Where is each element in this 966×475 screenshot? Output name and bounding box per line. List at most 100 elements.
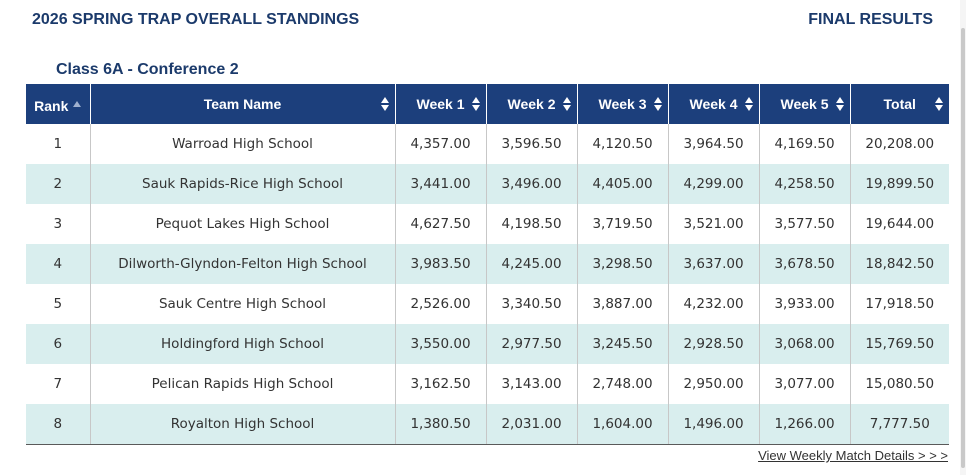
table-row: 2 Sauk Rapids-Rice High School 3,441.00 3,4…	[26, 164, 949, 204]
week-3-cell: 4,405.00	[576, 164, 668, 204]
team-name-cell: Pequot Lakes High School	[89, 204, 395, 244]
column-header-week-4[interactable]: Week 4	[667, 84, 759, 124]
column-header-label: Week 5	[780, 96, 829, 112]
week-1-cell: 2,526.00	[394, 284, 486, 324]
week-1-cell: 3,441.00	[394, 164, 486, 204]
week-4-cell: 4,232.00	[667, 284, 759, 324]
week-2-cell: 3,143.00	[485, 364, 577, 404]
week-1-cell: 4,627.50	[394, 204, 486, 244]
conference-subtitle: Class 6A - Conference 2	[56, 61, 239, 78]
team-name-cell: Pelican Rapids High School	[89, 364, 395, 404]
week-4-cell: 2,928.50	[667, 324, 759, 364]
week-3-cell: 4,120.50	[576, 124, 668, 164]
rank-cell: 3	[26, 204, 90, 244]
team-name-cell: Royalton High School	[89, 404, 395, 445]
rank-cell: 7	[26, 364, 90, 404]
week-3-cell: 1,604.00	[576, 404, 668, 445]
view-weekly-details-link[interactable]: View Weekly Match Details > > >	[758, 448, 948, 463]
column-header-label: Rank	[34, 98, 69, 114]
week-3-cell: 3,298.50	[576, 244, 668, 284]
header-row: Rank Team Name Week 1 Week 2 Week 3 Week 4 Wee…	[26, 84, 949, 124]
week-5-cell: 1,266.00	[758, 404, 850, 445]
page-title: 2026 SPRING TRAP OVERALL STANDINGS	[32, 11, 360, 28]
column-header-label: Week 3	[598, 96, 647, 112]
column-header-label: Week 1	[416, 96, 465, 112]
total-cell: 17,918.50	[849, 284, 949, 324]
column-header-week-1[interactable]: Week 1	[394, 84, 486, 124]
week-2-cell: 3,496.00	[485, 164, 577, 204]
week-4-cell: 1,496.00	[667, 404, 759, 445]
week-1-cell: 3,162.50	[394, 364, 486, 404]
sort-arrows-icon[interactable]	[935, 97, 943, 111]
total-cell: 15,080.50	[849, 364, 949, 404]
table-row: 8 Royalton High School 1,380.50 2,031.00 1,6…	[26, 404, 949, 445]
column-header-week-5[interactable]: Week 5	[758, 84, 850, 124]
total-cell: 19,644.00	[849, 204, 949, 244]
sort-arrows-icon[interactable]	[562, 97, 571, 111]
column-header-label: Week 4	[689, 96, 738, 112]
sort-ascending-icon[interactable]	[73, 94, 82, 107]
results-status: FINAL RESULTS	[808, 11, 933, 28]
week-5-cell: 3,077.00	[758, 364, 850, 404]
total-cell: 15,769.50	[849, 324, 949, 364]
column-header-total[interactable]: Total	[849, 84, 949, 124]
week-2-cell: 3,596.50	[485, 124, 577, 164]
rank-cell: 4	[26, 244, 90, 284]
week-5-cell: 4,258.50	[758, 164, 850, 204]
week-5-cell: 4,169.50	[758, 124, 850, 164]
table-row: 1 Warroad High School 4,357.00 3,596.50 4,12…	[26, 124, 949, 164]
column-header-week-2[interactable]: Week 2	[485, 84, 577, 124]
week-1-cell: 4,357.00	[394, 124, 486, 164]
rank-cell: 8	[26, 404, 90, 445]
week-4-cell: 2,950.00	[667, 364, 759, 404]
rank-cell: 1	[26, 124, 90, 164]
table-body: 1 Warroad High School 4,357.00 3,596.50 4,12…	[26, 124, 949, 445]
total-cell: 19,899.50	[849, 164, 949, 204]
table-row: 7 Pelican Rapids High School 3,162.50 3,143…	[26, 364, 949, 404]
week-3-cell: 2,748.00	[576, 364, 668, 404]
table-row: 6 Holdingford High School 3,550.00 2,977.50…	[26, 324, 949, 364]
week-4-cell: 4,299.00	[667, 164, 759, 204]
column-header-team-name[interactable]: Team Name	[89, 84, 395, 124]
week-3-cell: 3,719.50	[576, 204, 668, 244]
sort-arrows-icon[interactable]	[744, 97, 753, 111]
column-header-rank[interactable]: Rank	[26, 84, 90, 124]
column-header-week-3[interactable]: Week 3	[576, 84, 668, 124]
standings-table: Rank Team Name Week 1 Week 2 Week 3 Week 4 Wee…	[26, 84, 949, 445]
week-2-cell: 2,031.00	[485, 404, 577, 445]
week-2-cell: 4,198.50	[485, 204, 577, 244]
total-cell: 7,777.50	[849, 404, 949, 445]
week-5-cell: 3,577.50	[758, 204, 850, 244]
week-5-cell: 3,068.00	[758, 324, 850, 364]
table-row: 4 Dilworth-Glyndon-Felton High School 3,98…	[26, 244, 949, 284]
week-5-cell: 3,933.00	[758, 284, 850, 324]
team-name-cell: Holdingford High School	[89, 324, 395, 364]
table-row: 3 Pequot Lakes High School 4,627.50 4,198.5…	[26, 204, 949, 244]
week-4-cell: 3,521.00	[667, 204, 759, 244]
week-4-cell: 3,964.50	[667, 124, 759, 164]
table-row: 5 Sauk Centre High School 2,526.00 3,340.50…	[26, 284, 949, 324]
scrollbar-track[interactable]	[960, 0, 966, 475]
sort-arrows-icon[interactable]	[471, 97, 480, 111]
week-2-cell: 3,340.50	[485, 284, 577, 324]
sort-arrows-icon[interactable]	[835, 97, 844, 111]
sort-arrows-icon[interactable]	[653, 97, 662, 111]
total-cell: 18,842.50	[849, 244, 949, 284]
week-4-cell: 3,637.00	[667, 244, 759, 284]
team-name-cell: Sauk Centre High School	[89, 284, 395, 324]
column-header-label: Week 2	[507, 96, 556, 112]
rank-cell: 6	[26, 324, 90, 364]
team-name-cell: Dilworth-Glyndon-Felton High School	[89, 244, 395, 284]
week-5-cell: 3,678.50	[758, 244, 850, 284]
total-cell: 20,208.00	[849, 124, 949, 164]
week-1-cell: 1,380.50	[394, 404, 486, 445]
week-3-cell: 3,887.00	[576, 284, 668, 324]
week-1-cell: 3,550.00	[394, 324, 486, 364]
week-1-cell: 3,983.50	[394, 244, 486, 284]
rank-cell: 5	[26, 284, 90, 324]
sort-arrows-icon[interactable]	[380, 97, 389, 111]
column-header-label: Team Name	[203, 96, 282, 112]
scrollbar-thumb[interactable]	[961, 28, 965, 468]
team-name-cell: Sauk Rapids-Rice High School	[89, 164, 395, 204]
